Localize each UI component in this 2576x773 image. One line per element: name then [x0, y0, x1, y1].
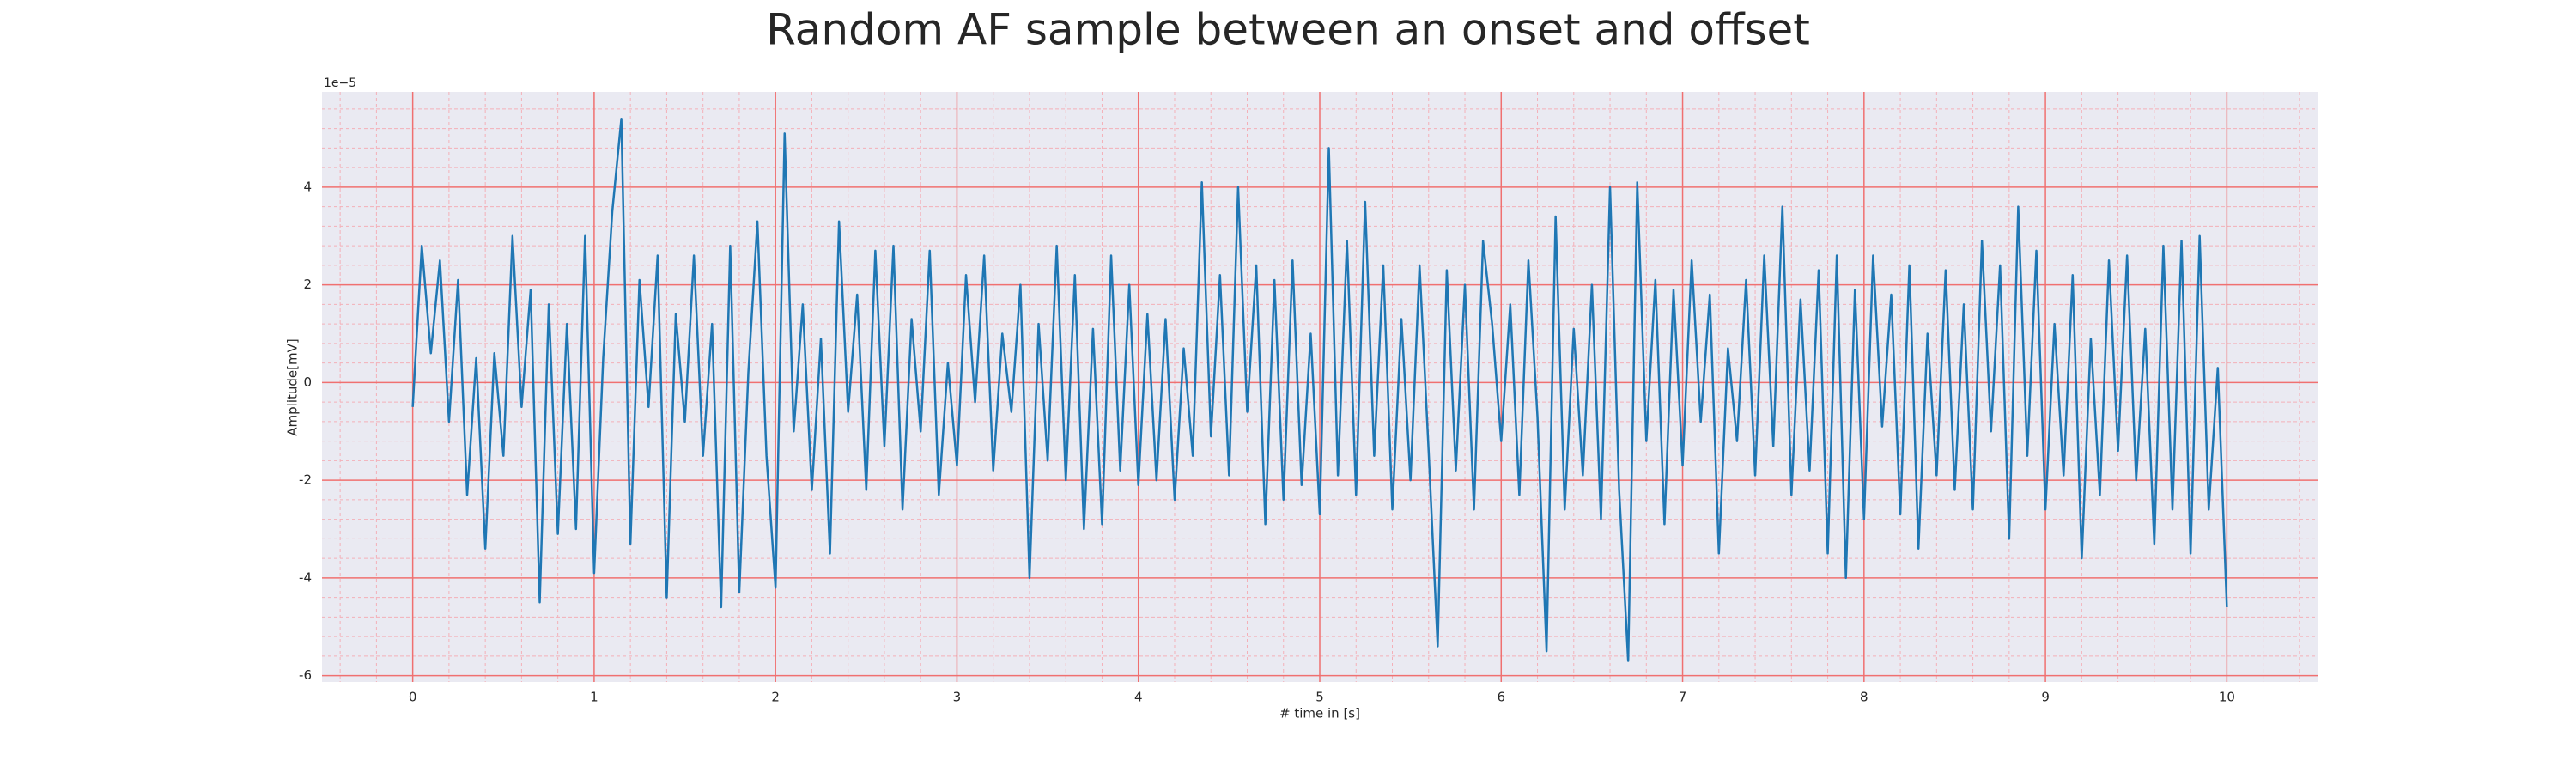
x-tick-label: 9 [2041, 690, 2050, 705]
signal-line [411, 118, 2228, 662]
x-tick-label: 3 [953, 690, 962, 705]
y-axis-label: Amplitude[mV] [285, 338, 301, 435]
y-tick-label: 2 [303, 277, 312, 292]
x-tick-label: 8 [1860, 690, 1868, 705]
x-tick-label: 1 [590, 690, 598, 705]
x-tick-label: 7 [1679, 690, 1687, 705]
x-tick-label: 4 [1134, 690, 1143, 705]
x-tick-label: 2 [771, 690, 780, 705]
chart-title: Random AF sample between an onset and of… [766, 5, 1810, 55]
y-offset-label: 1e−5 [324, 76, 356, 90]
y-tick-label: -6 [299, 667, 312, 683]
y-tick-label: 4 [303, 179, 312, 194]
x-tick-label: 0 [409, 690, 417, 705]
y-tick-label: -2 [299, 472, 312, 488]
x-tick-label: 6 [1497, 690, 1505, 705]
x-tick-label: 5 [1315, 690, 1324, 705]
y-tick-label: -4 [299, 569, 312, 585]
y-tick-label: 0 [303, 374, 312, 390]
x-axis-label: # time in [s] [1279, 706, 1360, 721]
x-tick-label: 10 [2219, 690, 2235, 705]
